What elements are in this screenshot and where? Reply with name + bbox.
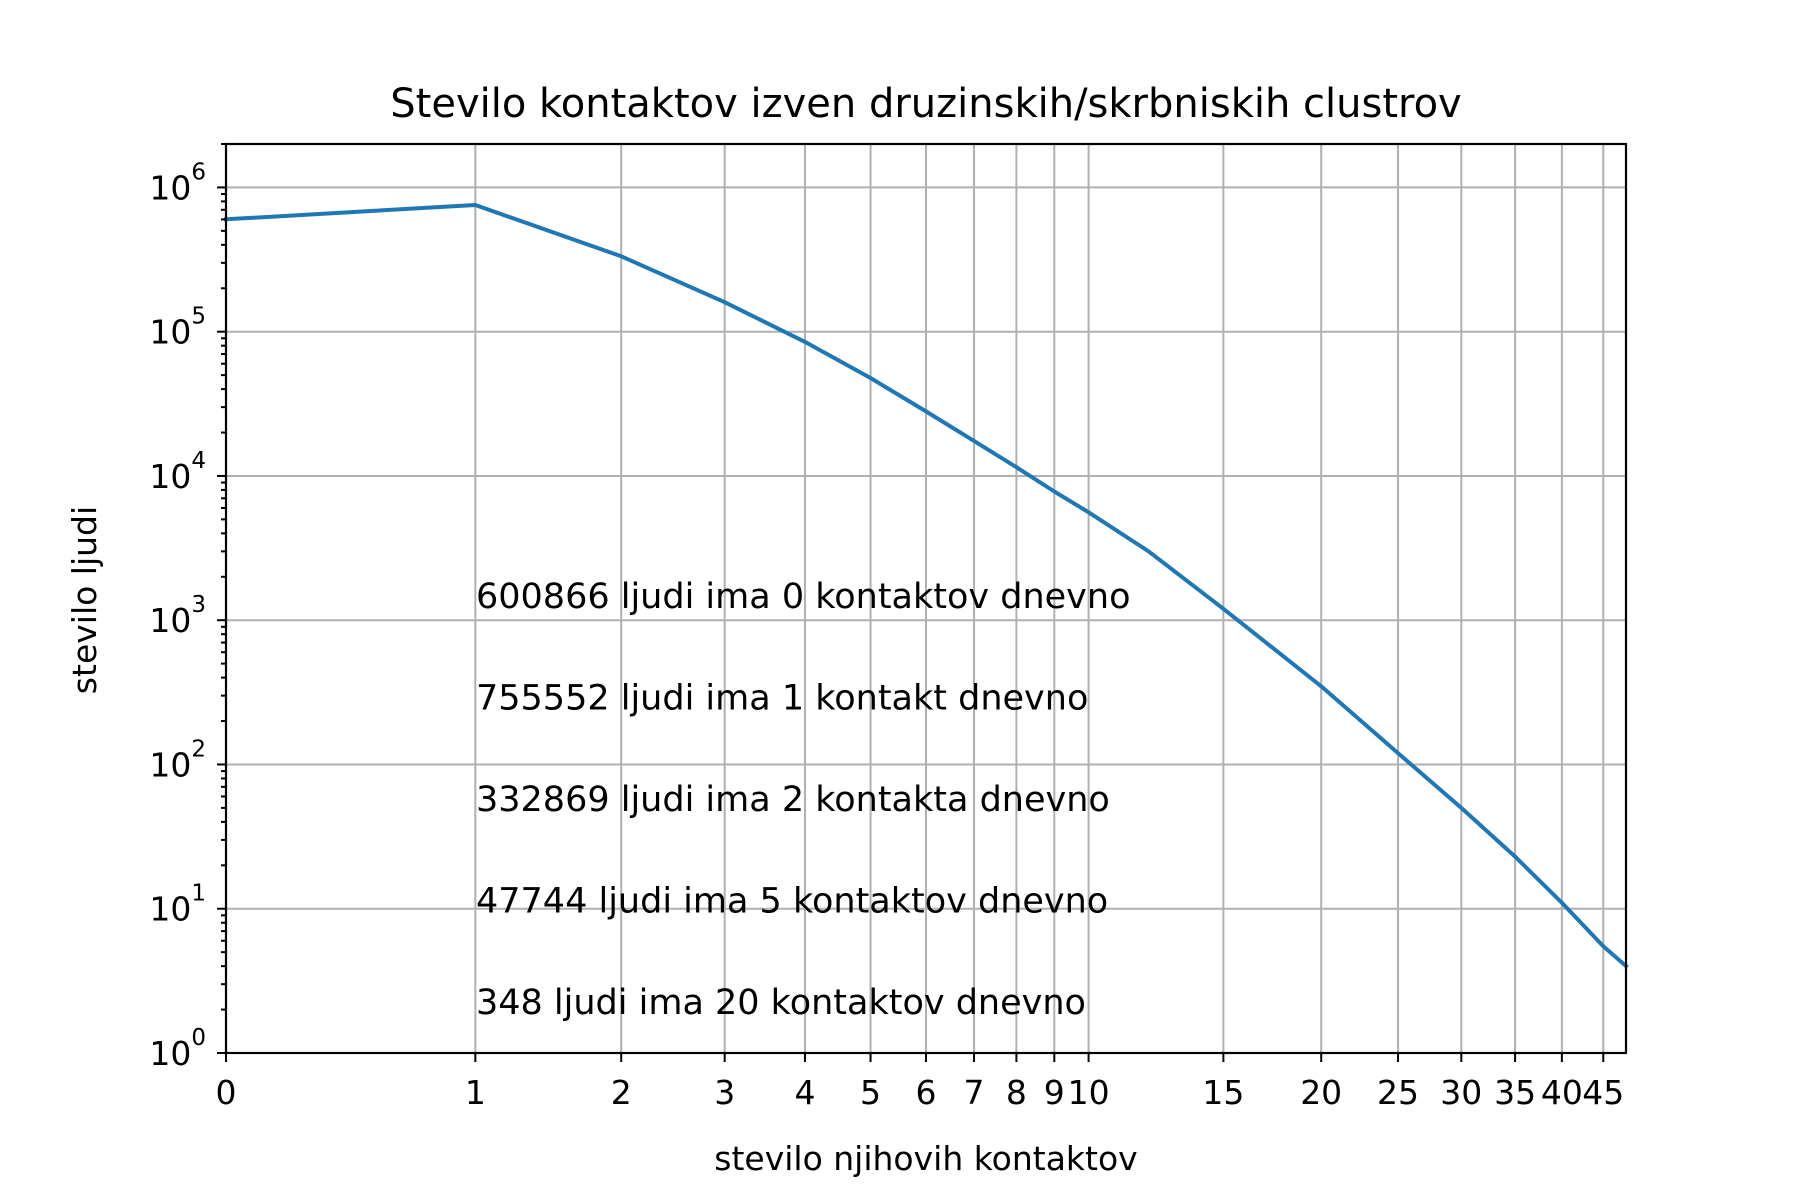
x-tick-label: 1 <box>465 1073 486 1112</box>
annotation: 600866 ljudi ima 0 kontaktov dnevno <box>476 577 1131 617</box>
x-tick-label: 30 <box>1440 1073 1482 1112</box>
series-line <box>223 203 1629 969</box>
x-tick-label: 35 <box>1494 1073 1536 1112</box>
y-tick-label: 104 <box>149 448 206 496</box>
x-tick-label: 6 <box>916 1073 937 1112</box>
x-tick-label: 25 <box>1377 1073 1419 1112</box>
x-tick-label: 40 <box>1541 1073 1583 1112</box>
ticks <box>217 143 1605 1062</box>
x-tick-label: 3 <box>714 1073 735 1112</box>
x-tick-label: 2 <box>611 1073 632 1112</box>
y-axis-label: stevilo ljudi <box>65 506 104 694</box>
x-tick-label: 5 <box>860 1073 881 1112</box>
annotation: 47744 ljudi ima 5 kontaktov dnevno <box>476 882 1108 922</box>
x-tick-label: 8 <box>1006 1073 1027 1112</box>
y-tick-label: 103 <box>149 592 206 640</box>
x-tick-label: 9 <box>1044 1073 1065 1112</box>
grid <box>225 144 1626 1054</box>
y-tick-label: 102 <box>149 736 206 784</box>
series-layer <box>223 203 1629 969</box>
x-tick-label: 20 <box>1300 1073 1342 1112</box>
annotations: 600866 ljudi ima 0 kontaktov dnevno 75555… <box>476 577 1131 1023</box>
y-tick-label: 105 <box>149 304 206 352</box>
y-tick-label: 106 <box>149 159 206 207</box>
y-tick-label: 101 <box>149 881 206 929</box>
annotation: 348 ljudi ima 20 kontaktov dnevno <box>476 983 1086 1023</box>
x-tick-label: 45 <box>1582 1073 1624 1112</box>
annotation: 755552 ljudi ima 1 kontakt dnevno <box>476 679 1088 719</box>
x-tick-labels: 0 1 2 3 4 5 6 7 8 9 10 15 20 25 30 35 40 45 <box>216 1073 1625 1112</box>
y-tick-label: 100 <box>149 1025 206 1073</box>
y-tick-labels: 100 101 102 103 104 105 106 <box>149 159 206 1073</box>
chart-title: Stevilo kontaktov izven druzinskih/skrbn… <box>390 81 1461 127</box>
annotation: 332869 ljudi ima 2 kontakta dnevno <box>476 780 1110 820</box>
x-tick-label: 15 <box>1202 1073 1244 1112</box>
x-tick-label: 0 <box>216 1073 237 1112</box>
x-tick-label: 7 <box>964 1073 985 1112</box>
x-axis-label: stevilo njihovih kontaktov <box>714 1139 1137 1178</box>
x-tick-label: 4 <box>794 1073 815 1112</box>
x-tick-label: 10 <box>1068 1073 1110 1112</box>
